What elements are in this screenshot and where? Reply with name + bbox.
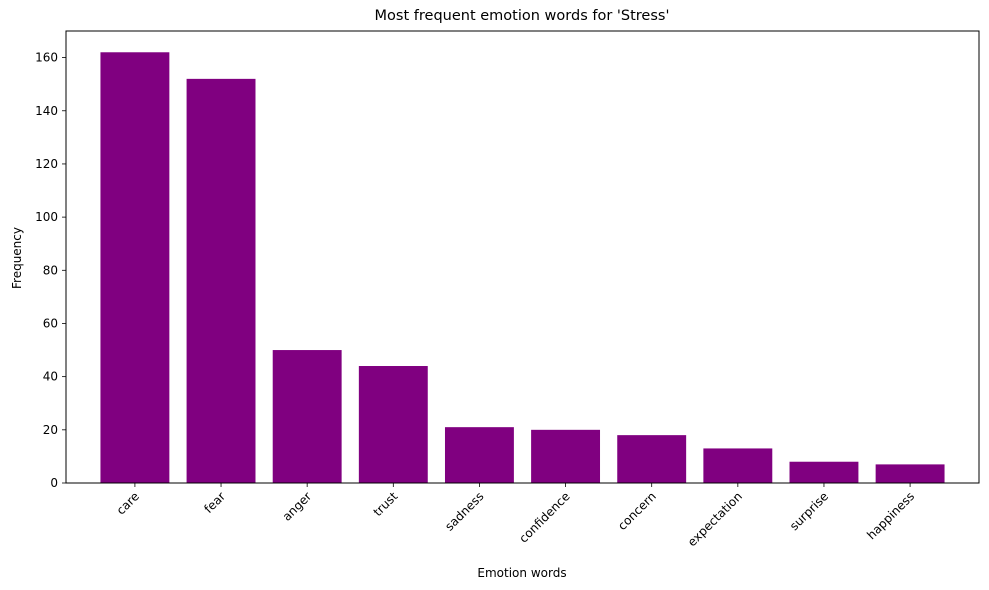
y-tick-label: 100: [35, 210, 58, 224]
bar-happiness: [875, 464, 945, 483]
bar-expectation: [703, 448, 773, 483]
x-tick-label: happiness: [864, 489, 917, 542]
x-tick-label: care: [114, 489, 142, 517]
x-tick-label: confidence: [516, 489, 572, 545]
x-axis: care fear anger trust sadness confidence conce…: [114, 483, 917, 549]
x-tick-label: surprise: [787, 489, 831, 533]
x-tick-label: fear: [201, 489, 228, 516]
x-tick-label: expectation: [685, 489, 745, 549]
bar-fear: [186, 78, 256, 483]
bar-confidence: [531, 429, 601, 483]
x-tick-label: sadness: [442, 489, 486, 533]
y-tick-label: 160: [35, 51, 58, 65]
bar-concern: [617, 435, 687, 483]
y-tick-label: 40: [43, 370, 58, 384]
y-axis: 0 20 40 60 80 100 120 140 160: [35, 51, 66, 490]
y-axis-label: Frequency: [10, 227, 24, 289]
bar-anger: [272, 350, 342, 483]
y-tick-label: 20: [43, 423, 58, 437]
bar-trust: [358, 366, 428, 483]
x-axis-label: Emotion words: [477, 566, 566, 580]
plot-frame: [65, 30, 980, 484]
chart-title: Most frequent emotion words for 'Stress': [375, 8, 670, 24]
y-tick-label: 80: [43, 263, 58, 277]
x-tick-label: anger: [280, 489, 315, 524]
x-tick-label: concern: [615, 489, 659, 533]
x-tick-label: trust: [371, 489, 401, 519]
bar-sadness: [444, 427, 514, 483]
y-tick-label: 60: [43, 316, 58, 330]
bar-surprise: [789, 461, 859, 483]
bar-care: [100, 52, 170, 483]
bars-layer: [100, 52, 945, 483]
y-tick-label: 0: [50, 476, 58, 490]
y-tick-label: 140: [35, 104, 58, 118]
y-tick-label: 120: [35, 157, 58, 171]
